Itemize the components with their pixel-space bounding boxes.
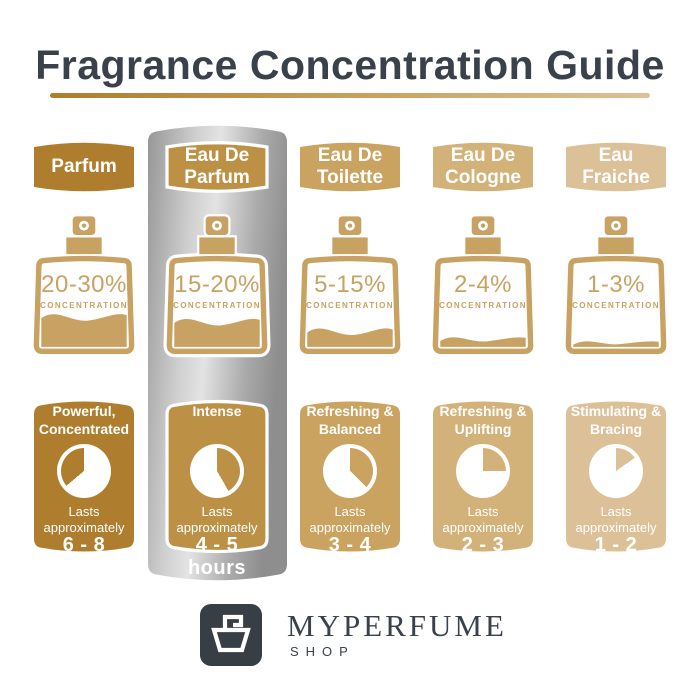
header-ribbon: Eau De Toilette [297,136,403,198]
info-card: Refreshing & Uplifting Lasts approximate… [430,391,536,579]
header-label: Eau Fraiche [582,145,650,188]
header-label: Parfum [51,156,117,178]
card-description: Refreshing & Balanced [306,403,394,437]
page-title: Fragrance Concentration Guide [35,42,665,88]
bottle-body [299,255,401,355]
info-card: Refreshing & Balanced Lasts approximatel… [297,391,403,579]
header-label: Eau De Parfum [184,145,250,188]
lasts-label: Lasts approximately [176,504,258,536]
spray-cap [465,237,501,255]
concentration-label: CONCENTRATION [173,301,261,310]
spray-cap [332,237,368,255]
bottle-body [565,255,667,355]
fragrance-column-eau-de-parfum: Eau De Parfum 15-20% CONCENTRATION [163,0,271,700]
concentration-value: 2-4% [453,271,513,298]
card-description: Intense [192,403,242,419]
perfume-bottle-icon: 2-4% CONCENTRATION [429,214,537,362]
clock-icon [456,444,510,498]
concentration-label: CONCENTRATION [40,301,128,310]
clock-icon [190,444,244,498]
duration-value: 3 - 4 hours [320,534,380,579]
card-description: Refreshing & Uplifting [439,403,527,437]
perfume-bottle-icon: 5-15% CONCENTRATION [296,214,404,362]
header-ribbon: Eau De Parfum [164,136,270,198]
perfume-bottle-icon: 15-20% CONCENTRATION [163,214,271,362]
clock-icon [57,444,111,498]
brand-subtitle: SHOP [290,644,355,659]
concentration-value: 1-3% [586,271,646,298]
info-card: Powerful, Concentrated Lasts approximate… [31,391,137,579]
title-underline [50,93,650,98]
concentration-value: 5-15% [314,271,386,298]
header-ribbon: Parfum [31,136,137,198]
fragrance-column-parfum: Parfum 20-30% CONCENTRATION [31,0,137,700]
lasts-label: Lasts approximately [442,504,524,536]
concentration-label: CONCENTRATION [306,301,394,310]
lasts-label: Lasts approximately [309,504,391,536]
liquid-fill [41,314,127,347]
brand-name: MYPERFUME [287,608,507,643]
concentration-label: CONCENTRATION [439,301,527,310]
header-label: Eau De Toilette [316,145,384,188]
card-description: Stimulating & Bracing [570,403,662,437]
duration-value: 1 - 2 hours [586,534,646,579]
duration-value: 4 - 5 hours [187,534,247,579]
clock-icon [323,444,377,498]
concentration-value: 20-30% [41,271,127,298]
duration-value: 6 - 8 hours [54,534,114,579]
perfume-bottle-logo-icon [211,614,251,653]
spray-cap [66,237,102,255]
fragrance-column-eau-de-cologne: Eau De Cologne 2-4% CONCENTRATION [430,0,536,700]
info-card: Intense Lasts approximately 4 - 5 hours [164,391,270,579]
fragrance-column-eau-fraiche: Eau Fraiche 1-3% CONCENTRATION St [563,0,669,700]
brand-logo-mark [200,604,262,666]
liquid-fill [307,328,393,347]
spray-cap [199,237,235,255]
header-ribbon: Eau De Cologne [430,136,536,198]
liquid-fill [440,337,526,347]
perfume-bottle-icon: 20-30% CONCENTRATION [30,214,138,362]
concentration-label: CONCENTRATION [572,301,660,310]
header-label: Eau De Cologne [445,145,521,188]
liquid-fill [573,341,659,347]
fragrance-column-eau-de-toilette: Eau De Toilette 5-15% CONCENTRATION [297,0,403,700]
bottle-body [432,255,534,355]
liquid-fill [174,318,260,347]
lasts-label: Lasts approximately [575,504,657,536]
header-ribbon: Eau Fraiche [563,136,669,198]
perfume-bottle-icon: 1-3% CONCENTRATION [562,214,670,362]
spray-cap [598,237,634,255]
card-description: Powerful, Concentrated [38,403,130,437]
concentration-value: 15-20% [174,271,260,298]
lasts-label: Lasts approximately [43,504,125,536]
info-card: Stimulating & Bracing Lasts approximatel… [563,391,669,579]
clock-icon [589,444,643,498]
duration-value: 2 - 3 hours [453,534,513,579]
